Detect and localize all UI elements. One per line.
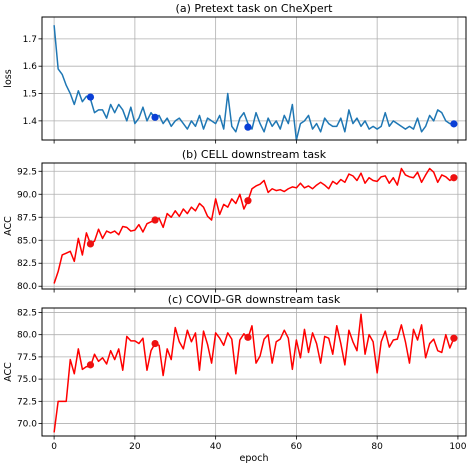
tick-labels: 1.4 1.5 1.6 1.7 [23, 35, 459, 144]
x-tick-label: 40 [210, 442, 222, 452]
y-tick-label: 80.0 [17, 282, 37, 292]
plot-area [53, 313, 458, 433]
data-point-marker [86, 361, 95, 369]
axes-frame [41, 307, 467, 437]
data-point-marker [450, 174, 458, 182]
y-tick-label: 1.4 [23, 117, 38, 127]
data-point-marker [244, 197, 252, 205]
grid-lines [42, 308, 466, 436]
y-tick-label: 85.0 [17, 236, 37, 246]
series-line [53, 313, 455, 433]
data-point-marker [151, 113, 159, 121]
y-tick-label: 70.0 [17, 420, 37, 430]
y-tick-label: 90.0 [17, 190, 37, 200]
series-line [53, 25, 454, 141]
y-tick-label: 82.5 [17, 259, 37, 269]
x-tick-label: 0 [51, 442, 57, 452]
y-tick-label: 87.5 [17, 213, 37, 223]
y-axis-label: loss [3, 69, 14, 87]
data-point-marker [244, 123, 252, 131]
series-line [53, 167, 455, 284]
y-tick-label: 82.5 [17, 308, 37, 318]
x-axis-label: epoch [240, 453, 269, 464]
data-point-marker [450, 120, 458, 128]
axes-frame [41, 162, 467, 290]
data-point-marker [151, 216, 159, 224]
tick-labels: 80.0 82.5 85.0 87.5 90.0 92.5 [17, 167, 459, 293]
data-point-marker [86, 93, 95, 101]
data-point-marker [151, 339, 159, 348]
x-tick-label: 100 [449, 442, 466, 452]
axes-frame [41, 16, 467, 141]
y-tick-label: 1.7 [23, 35, 37, 45]
panel-covid-acc: (c) COVID-GR downstream task ACC epoch 0… [3, 293, 467, 464]
y-tick-label: 77.5 [17, 353, 37, 363]
x-tick-label: 20 [129, 442, 141, 452]
y-tick-label: 1.5 [23, 90, 37, 100]
grid-lines [42, 163, 466, 289]
tick-labels: 0 20 40 60 80 100 70.0 72.5 75.0 77.5 80.0 82.5 [17, 308, 467, 452]
y-tick-label: 75.0 [17, 375, 37, 385]
x-tick-label: 60 [291, 442, 303, 452]
panel-title: (c) COVID-GR downstream task [168, 293, 341, 306]
y-tick-label: 72.5 [17, 397, 37, 407]
panel-pretext-loss: (a) Pretext task on CheXpert loss 1.4 1.5… [3, 2, 467, 144]
y-axis-label: ACC [3, 362, 14, 382]
panel-title: (a) Pretext task on CheXpert [176, 2, 334, 15]
data-point-marker [244, 333, 252, 341]
y-tick-label: 80.0 [17, 331, 37, 341]
x-tick-label: 80 [371, 442, 383, 452]
y-tick-label: 1.6 [23, 62, 38, 72]
panel-title: (b) CELL downstream task [182, 148, 327, 161]
data-point-marker [86, 240, 95, 248]
plot-area [53, 167, 458, 284]
plot-area [53, 25, 458, 141]
data-point-marker [450, 334, 458, 342]
panel-cell-acc: (b) CELL downstream task ACC 80.0 82.5 85.… [3, 148, 467, 293]
y-axis-label: ACC [3, 216, 14, 236]
y-tick-label: 92.5 [17, 167, 37, 177]
